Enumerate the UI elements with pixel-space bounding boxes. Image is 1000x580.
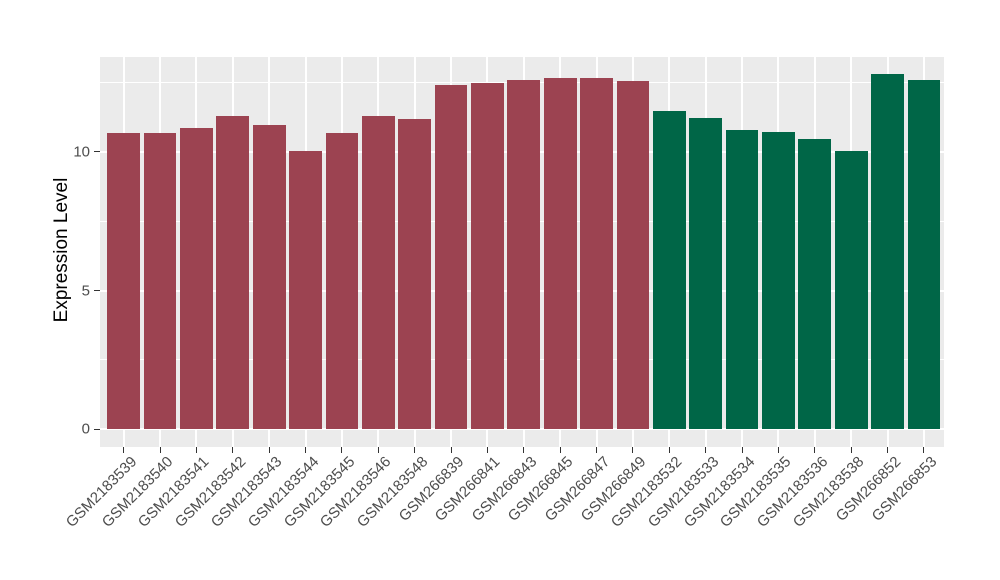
x-tick-mark [305, 447, 307, 453]
x-tick-mark [814, 447, 816, 453]
x-tick-mark [268, 447, 270, 453]
x-tick-mark [741, 447, 743, 453]
y-tick-mark [94, 428, 100, 430]
x-tick-mark [523, 447, 525, 453]
bar-GSM2183546 [361, 115, 395, 430]
bar-GSM2183544 [289, 151, 322, 430]
bar-GSM2183538 [834, 150, 868, 430]
bar-GSM2183548 [398, 118, 432, 430]
bar-GSM266847 [580, 78, 613, 430]
bar-GSM266839 [434, 85, 468, 430]
bar-GSM266843 [507, 80, 541, 430]
y-tick-mark [94, 151, 100, 153]
bar-GSM266841 [471, 82, 504, 430]
bar-GSM2183534 [725, 129, 759, 430]
x-tick-mark [341, 447, 343, 453]
x-tick-mark [705, 447, 707, 453]
bar-GSM2183532 [652, 110, 686, 430]
y-tick-label-5: 5 [81, 282, 90, 300]
x-tick-mark [559, 447, 561, 453]
bar-GSM2183542 [216, 116, 250, 430]
y-tick-mark [94, 290, 100, 292]
x-tick-mark [923, 447, 925, 453]
x-tick-mark [777, 447, 779, 453]
x-tick-mark [232, 447, 234, 453]
bar-GSM266852 [871, 74, 904, 430]
bar-GSM266849 [616, 80, 650, 430]
x-tick-mark [887, 447, 889, 453]
gridline-major [100, 428, 944, 431]
bar-GSM2183545 [325, 133, 359, 430]
x-tick-mark [850, 447, 852, 453]
bar-GSM2183535 [762, 132, 795, 430]
x-tick-mark [195, 447, 197, 453]
y-tick-label-0: 0 [81, 420, 90, 438]
x-tick-mark [159, 447, 161, 453]
bar-GSM266853 [907, 79, 941, 430]
x-tick-mark [450, 447, 452, 453]
x-tick-mark [486, 447, 488, 453]
x-tick-mark [632, 447, 634, 453]
bar-GSM266845 [543, 78, 577, 430]
x-tick-mark [123, 447, 125, 453]
x-tick-mark [596, 447, 598, 453]
x-tick-mark [377, 447, 379, 453]
bar-GSM2183539 [107, 133, 140, 430]
bar-GSM2183533 [689, 118, 723, 430]
x-tick-mark [414, 447, 416, 453]
x-tick-mark [668, 447, 670, 453]
bar-GSM2183536 [798, 138, 832, 430]
bar-GSM2183543 [252, 124, 286, 430]
bar-GSM2183540 [143, 133, 177, 430]
bar-GSM2183541 [180, 128, 213, 430]
y-tick-label-10: 10 [73, 143, 90, 161]
plot-panel [100, 57, 944, 447]
